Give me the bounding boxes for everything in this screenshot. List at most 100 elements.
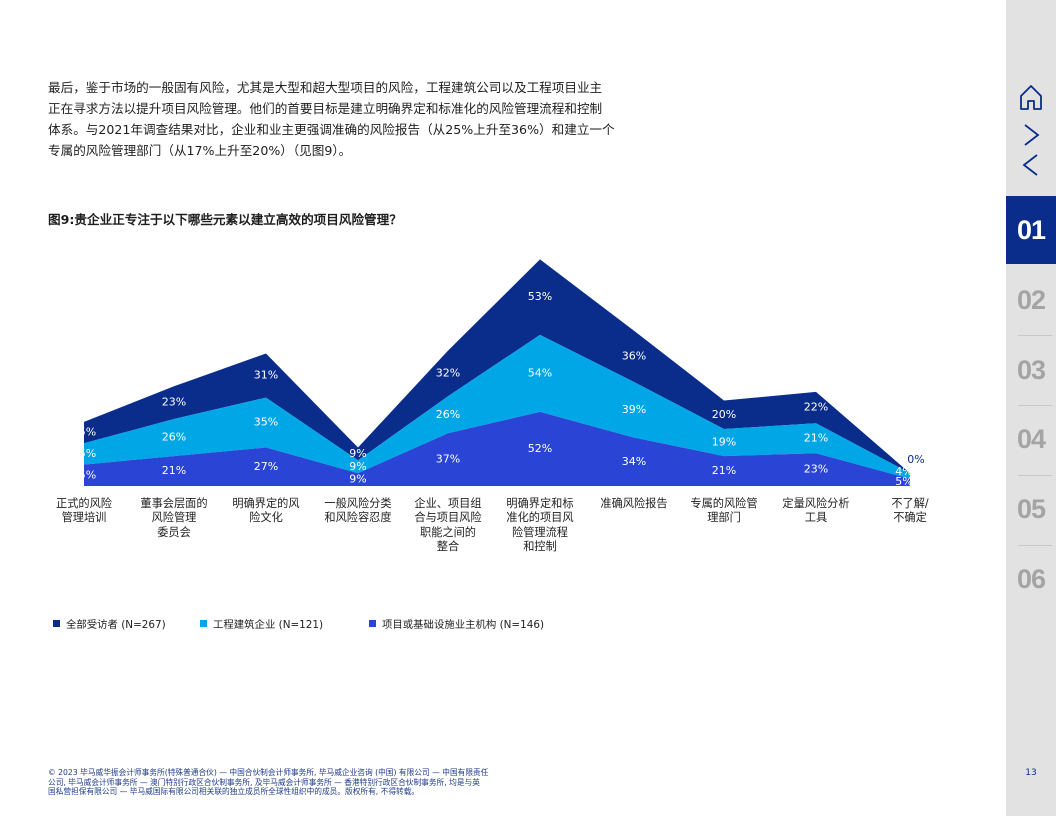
category-label-line: 明确界定的风 [232, 497, 300, 510]
chevron-left-icon[interactable] [1006, 152, 1056, 178]
section-divider [1018, 545, 1052, 546]
data-label-owners: 15% [72, 468, 96, 481]
category-label-line: 险文化 [249, 511, 283, 525]
intro-line: 体系。与2021年调查结果对比，企业和业主更强调准确的风险报告（从25%上升至3… [48, 122, 615, 137]
legend-item-contractors: 工程建筑企业 (N=121) [200, 616, 323, 631]
legend-label: 工程建筑企业 (N=121) [213, 619, 324, 631]
data-label-owners: 9% [349, 473, 366, 486]
category-label: 专属的风险管 理部门 [682, 497, 766, 526]
category-label-line: 企业、项目组 [414, 497, 482, 510]
category-label-line: 职能之间的 [420, 525, 476, 539]
category-label-line: 和控制 [523, 540, 557, 554]
figure-title: 图9:贵企业正专注于以下哪些元素以建立高效的项目风险管理？ [48, 212, 402, 227]
category-label: 定量风险分析 工具 [774, 497, 858, 526]
section-sidebar: 01 02 03 04 05 06 [1006, 0, 1056, 816]
category-label-line: 管理培训 [61, 511, 107, 525]
page-number: 13 [1025, 768, 1037, 778]
section-tab-06[interactable]: 06 [1016, 563, 1046, 594]
data-label-owners: 23% [804, 463, 828, 476]
data-label-owners: 34% [622, 455, 646, 468]
category-label-line: 定量风险分析 [782, 497, 850, 510]
legend-swatch [200, 620, 207, 627]
section-tab-03[interactable]: 03 [1016, 354, 1046, 385]
section-tab-05[interactable]: 05 [1016, 493, 1046, 524]
legend-swatch [369, 620, 376, 627]
category-label-line: 明确界定和标 [506, 497, 574, 510]
category-label-line: 理部门 [707, 511, 741, 525]
data-label-owners: 21% [712, 464, 736, 477]
footer-line: 公司, 毕马威会计师事务所 — 澳门特别行政区合伙制事务所, 及毕马威会计师事务… [48, 777, 480, 787]
legend-item-owners: 项目或基础设施业主机构 (N=146) [369, 616, 544, 631]
category-label: 一般风险分类 和风险容忍度 [316, 497, 400, 526]
category-label-line: 准确风险报告 [600, 497, 668, 510]
section-divider [1018, 405, 1052, 406]
data-label-all: 22% [804, 401, 828, 414]
category-label: 正式的风险 管理培训 [42, 497, 126, 526]
section-tab-01[interactable]: 01 [1006, 196, 1056, 264]
category-label: 企业、项目组 合与项目风险 职能之间的 整合 [406, 497, 490, 555]
data-label-owners: 21% [162, 464, 186, 477]
intro-line: 专属的风险管理部门（从17%上升至20%）（见图9）。 [48, 143, 352, 158]
category-label: 明确界定的风 险文化 [224, 497, 308, 526]
footer-line: © 2023 毕马威华振会计师事务所(特殊普通合伙) — 中国合伙制会计师事务所… [48, 768, 489, 777]
data-label-all: 0% [907, 453, 924, 466]
category-label-line: 工具 [804, 511, 828, 525]
data-label-contractors: 19% [712, 436, 736, 449]
category-label-line: 正式的风险 [56, 497, 112, 510]
data-label-all: 53% [528, 290, 552, 303]
legend-swatch [53, 620, 60, 627]
category-label: 董事会层面的 风险管理 委员会 [132, 497, 216, 540]
section-tab-04[interactable]: 04 [1016, 423, 1046, 454]
category-label-line: 风险管理 [151, 511, 197, 525]
data-label-contractors: 26% [436, 408, 460, 421]
data-label-all: 9% [349, 447, 366, 460]
area-chart: 15%15%15%21%26%23%27%35%31%9%9%9% 37%26%3… [72, 259, 925, 488]
data-label-owners: 27% [254, 460, 278, 473]
category-label-line: 和风险容忍度 [324, 511, 392, 525]
data-label-contractors: 4% [895, 465, 912, 478]
data-label-all: 31% [254, 369, 278, 382]
legend-label: 全部受访者 (N=267) [66, 619, 166, 631]
footer-line: 国私营担保有限公司 — 毕马威国际有限公司相关联的独立成员所全球性组织中的成员。… [48, 787, 420, 797]
data-label-all: 15% [72, 426, 96, 439]
area-series-all-respondents [84, 259, 910, 474]
section-tab-02[interactable]: 02 [1016, 284, 1046, 315]
copyright-footer: © 2023 毕马威华振会计师事务所(特殊普通合伙) — 中国合伙制会计师事务所… [48, 768, 588, 797]
category-label-line: 专属的风险管 [690, 497, 758, 510]
legend-label: 项目或基础设施业主机构 (N=146) [382, 619, 545, 631]
area-series-owners [84, 411, 910, 486]
data-label-owners: 52% [528, 442, 552, 455]
data-label-contractors: 35% [254, 416, 278, 429]
data-label-contractors: 15% [72, 447, 96, 460]
data-label-owners: 5% [895, 475, 912, 488]
data-label-all: 36% [622, 349, 646, 362]
data-label-contractors: 26% [162, 431, 186, 444]
category-label-line: 一般风险分类 [324, 497, 392, 510]
intro-paragraph: 最后，鉴于市场的一般固有风险，尤其是大型和超大型项目的风险，工程建筑公司以及工程… [48, 77, 658, 161]
home-icon[interactable] [1006, 82, 1056, 112]
legend-item-all: 全部受访者 (N=267) [53, 616, 166, 631]
data-label-all: 32% [436, 366, 460, 379]
data-label-contractors: 21% [804, 431, 828, 444]
category-label-line: 合与项目风险 [414, 511, 482, 525]
category-label-line: 委员会 [157, 525, 191, 539]
category-label-line: 董事会层面的 [140, 497, 208, 510]
section-divider [1018, 475, 1052, 476]
section-divider [1018, 335, 1052, 336]
category-label-line: 整合 [436, 540, 460, 554]
data-label-all: 20% [712, 408, 736, 421]
category-label-line: 不确定 [893, 511, 927, 525]
intro-line: 正在寻求方法以提升项目风险管理。他们的首要目标是建立明确界定和标准化的风险管理流… [48, 101, 603, 116]
area-series-contractors [84, 334, 910, 479]
category-label: 明确界定和标 准化的项目风 险管理流程 和控制 [498, 497, 582, 555]
data-label-all: 23% [162, 396, 186, 409]
data-label-owners: 37% [436, 453, 460, 466]
data-label-contractors: 9% [349, 460, 366, 473]
category-label: 准确风险报告 [592, 497, 676, 511]
chevron-right-icon[interactable] [1006, 122, 1056, 148]
category-label: 不了解/不确定 [868, 497, 952, 526]
data-label-contractors: 39% [622, 403, 646, 416]
category-label-line: 不了解/ [891, 497, 929, 510]
category-label-line: 准化的项目风 [506, 511, 574, 525]
intro-line: 最后，鉴于市场的一般固有风险，尤其是大型和超大型项目的风险，工程建筑公司以及工程… [48, 80, 603, 95]
